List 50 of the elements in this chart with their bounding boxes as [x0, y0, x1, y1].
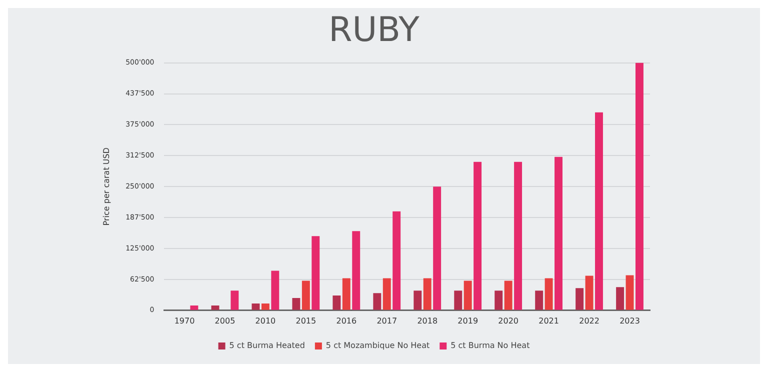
- bar: [261, 303, 270, 310]
- bar: [211, 305, 220, 310]
- bar: [454, 290, 462, 310]
- bar: [494, 290, 503, 310]
- bar: [382, 278, 391, 310]
- x-tick-label: 2020: [498, 316, 518, 326]
- bar: [433, 186, 442, 310]
- x-tick-label: 2005: [214, 316, 236, 326]
- bar: [312, 236, 320, 310]
- bar: [554, 156, 562, 310]
- x-tick-label: 2022: [579, 316, 600, 326]
- bar: [423, 278, 432, 310]
- legend-label: 5 ct Burma No Heat: [450, 341, 530, 350]
- bar: [292, 298, 300, 310]
- bar: [352, 231, 360, 310]
- legend-label: 5 ct Mozambique No Heat: [326, 341, 430, 350]
- bar: [616, 287, 624, 310]
- bar: [302, 280, 310, 310]
- bar: [332, 296, 341, 310]
- bar: [252, 303, 260, 310]
- bar: [464, 280, 472, 310]
- bar: [342, 278, 350, 310]
- x-tick-label: 2019: [458, 316, 478, 326]
- x-tick-label: 2017: [376, 316, 398, 326]
- legend-label: 5 ct Burma Heated: [229, 341, 305, 350]
- x-tick-label: 2010: [255, 316, 276, 326]
- bar: [626, 275, 634, 310]
- bar: [535, 290, 544, 310]
- x-tick-label: 2018: [417, 316, 438, 326]
- x-tick-label: 2015: [296, 316, 316, 326]
- bar: [392, 211, 401, 310]
- chart-title: RUBY: [328, 10, 420, 50]
- x-tick-label: 2023: [620, 316, 640, 326]
- bar: [190, 305, 198, 310]
- bar: [504, 280, 512, 310]
- bar: [635, 62, 644, 310]
- bar: [585, 276, 594, 310]
- x-tick-label: 2021: [538, 316, 559, 326]
- bar: [474, 162, 482, 310]
- y-axis-title: Price per carat USD: [102, 148, 111, 226]
- x-tick-label: 1970: [174, 316, 195, 326]
- bar: [544, 278, 553, 310]
- x-tick-label: 2016: [336, 316, 357, 326]
- bar: [595, 112, 603, 310]
- bar: [230, 290, 239, 310]
- bar: [576, 288, 584, 310]
- bar: [514, 162, 522, 310]
- bar: [373, 293, 382, 310]
- bar: [271, 270, 280, 310]
- bar: [414, 290, 422, 310]
